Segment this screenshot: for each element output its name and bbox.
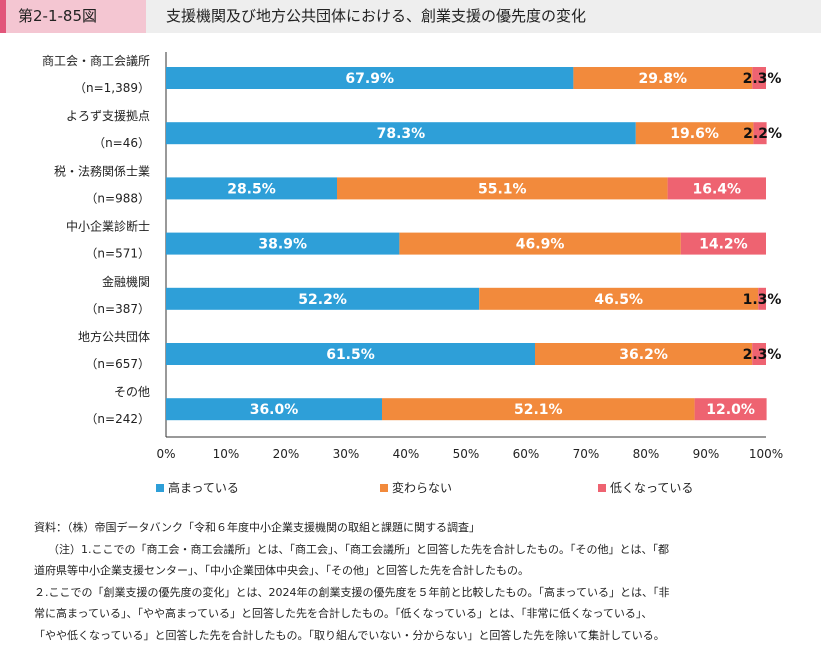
data-label: 55.1%: [478, 181, 527, 197]
legend-swatch: [156, 484, 164, 492]
data-label: 78.3%: [377, 126, 426, 142]
x-tick-label: 20%: [273, 447, 300, 461]
figure-header: 第2-1-85図 支援機関及び地方公共団体における、創業支援の優先度の変化: [0, 0, 821, 33]
bar-segment: [573, 67, 753, 89]
note-line-1: （注）1.ここでの「商工会・商工会議所」とは、「商工会」、「商工会議所」と回答し…: [48, 542, 669, 556]
note-line-3: ２.ここでの「創業支援の優先度の変化」とは、2024年の創業支援の優先度を５年前…: [34, 585, 670, 599]
x-tick-label: 90%: [693, 447, 720, 461]
legend-label: 低くなっている: [610, 481, 693, 495]
bar-segment: [166, 122, 636, 145]
category-n-label: （n=657）: [85, 357, 150, 371]
category-n-label: （n=988）: [85, 191, 150, 205]
legend-swatch: [380, 484, 388, 492]
data-label: 2.2%: [743, 126, 782, 142]
category-n-label: （n=1,389）: [74, 81, 150, 95]
bar-segment: [399, 232, 681, 255]
bar-segment: [752, 67, 766, 89]
note-line-4: 常に高まっている」、「やや高まっている」と回答した先を合計したもの。「低くなって…: [34, 607, 653, 620]
x-tick-label: 70%: [573, 447, 600, 461]
figure-title: 支援機関及び地方公共団体における、創業支援の優先度の変化: [166, 7, 587, 25]
category-label: 中小企業診断士: [66, 219, 150, 234]
bar-segment: [667, 177, 766, 200]
bar-segment: [753, 122, 767, 145]
bar-segment: [382, 398, 695, 421]
bar-segment: [166, 177, 337, 200]
x-tick-label: 50%: [453, 447, 480, 461]
note-line-5: 「やや低くなっている」と回答した先を合計したもの。「取り組んでいない・分からない…: [34, 628, 665, 642]
data-label: 12.0%: [706, 402, 755, 418]
note-line-2: 道府県等中小企業支援センター」、「中小企業団体中央会」、「その他」と回答した先を…: [34, 564, 529, 577]
data-label: 46.5%: [594, 292, 643, 308]
data-label: 36.0%: [250, 402, 299, 418]
data-label: 14.2%: [699, 237, 748, 253]
legend-label: 高まっている: [168, 480, 239, 495]
bar-segment: [166, 232, 400, 255]
category-n-label: （n=46）: [93, 136, 150, 150]
bar-segment: [479, 287, 759, 310]
data-label: 38.9%: [258, 237, 307, 253]
category-label: その他: [114, 385, 150, 399]
data-label: 19.6%: [670, 126, 719, 142]
data-label: 2.3%: [743, 347, 782, 363]
category-label: 商工会・商工会議所: [42, 53, 150, 68]
x-tick-label: 0%: [156, 447, 175, 461]
data-label: 36.2%: [619, 347, 668, 363]
data-label: 46.9%: [516, 237, 565, 253]
figure-number: 第2-1-85図: [0, 0, 146, 33]
data-label: 28.5%: [227, 181, 276, 197]
bar-segment: [758, 287, 766, 310]
notes-section: 資料：（株）帝国データバンク「令和６年度中小企業支援機関の取組と課題に関する調査…: [34, 517, 804, 646]
bar-segment: [166, 67, 574, 89]
category-n-label: （n=387）: [85, 302, 150, 316]
bar-segment: [635, 122, 754, 145]
category-n-label: （n=242）: [85, 412, 150, 426]
x-tick-label: 100%: [749, 447, 783, 461]
bar-segment: [337, 177, 668, 200]
category-label: 地方公共団体: [78, 329, 150, 344]
bar-segment: [166, 398, 382, 421]
data-label: 67.9%: [345, 71, 394, 87]
x-tick-label: 80%: [633, 447, 660, 461]
bar-segment: [166, 343, 535, 365]
data-label: 1.3%: [743, 292, 782, 308]
legend-swatch: [598, 484, 606, 492]
category-label: 金融機関: [102, 274, 150, 289]
data-label: 52.1%: [514, 402, 563, 418]
x-tick-label: 60%: [513, 447, 540, 461]
category-label: 税・法務関係士業: [54, 164, 150, 178]
data-label: 52.2%: [298, 292, 347, 308]
bar-segment: [680, 232, 766, 255]
category-n-label: （n=571）: [85, 247, 150, 261]
x-tick-label: 40%: [393, 447, 420, 461]
bar-segment: [535, 343, 753, 365]
x-tick-label: 10%: [213, 447, 240, 461]
bar-segment: [166, 287, 480, 310]
data-label: 16.4%: [693, 181, 742, 197]
x-tick-label: 30%: [333, 447, 360, 461]
bar-segment: [694, 398, 767, 421]
legend-label: 変わらない: [392, 480, 452, 495]
category-label: よろず支援拠点: [66, 109, 150, 123]
data-label: 29.8%: [639, 71, 688, 87]
data-label: 2.3%: [743, 71, 782, 87]
source-note: 資料：（株）帝国データバンク「令和６年度中小企業支援機関の取組と課題に関する調査…: [34, 521, 481, 534]
bar-segment: [752, 343, 766, 365]
stacked-bar-chart: 0% 10% 20% 30% 40% 50% 60% 70% 80% 90% 100% 商工会・商工会…: [42, 52, 783, 495]
data-label: 61.5%: [326, 347, 375, 363]
